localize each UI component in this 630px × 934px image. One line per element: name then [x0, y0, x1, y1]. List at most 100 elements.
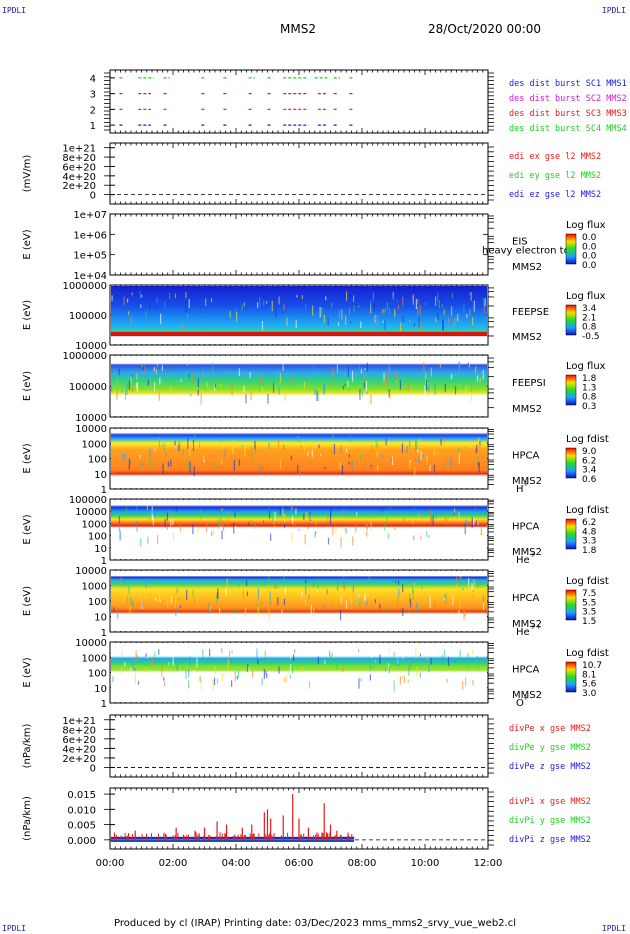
feepsi-streak [128, 380, 130, 390]
hpca_hepp-streak [413, 582, 415, 587]
hpca_h-streak [348, 454, 350, 458]
feepse-streak [370, 300, 372, 309]
hpca_hepp-streak [151, 588, 153, 594]
feepse-streak [437, 292, 439, 302]
hpca_he-streak [370, 520, 372, 531]
feepsi-streak [395, 380, 398, 383]
hpca_hepp-streak [281, 609, 283, 615]
feepsi-instrument: FEEPSI [512, 378, 546, 389]
hpca_hepp-streak [473, 578, 475, 589]
feepse-streak [243, 302, 246, 307]
hpca_he-streak [418, 513, 420, 516]
plot-date: 28/Oct/2020 00:00 [428, 22, 542, 36]
hpca_o-cbar [565, 661, 577, 693]
hpca_hepp-streak [216, 595, 218, 604]
hpca_he-streak [319, 534, 321, 539]
feepsi-streak [185, 369, 187, 376]
feepse-streak [186, 313, 189, 318]
feepsi-streak [361, 386, 364, 397]
feepse-streak [149, 301, 151, 311]
hpca_hepp-streak [409, 592, 411, 603]
divpi-ytick-label: 0.005 [67, 821, 96, 832]
feepse-cbar [565, 304, 577, 336]
time-axis-label: 10:00 [411, 858, 440, 869]
hpca_h-streak [250, 446, 253, 458]
hpca_h-streak [149, 458, 151, 468]
feepse-streak [286, 317, 288, 327]
hpca_h-ytick-label: 100 [88, 455, 107, 466]
hpca_o-streak [331, 652, 333, 658]
hpca_o-cbar-label: 8.1 [582, 670, 596, 680]
feepse-streak [263, 300, 265, 306]
feepse-streak [164, 301, 166, 308]
hpca_h-streak [418, 456, 420, 464]
corner-label-bottom-right: IPDLI [601, 924, 626, 933]
hpca_h-streak [141, 462, 143, 468]
hpca_he-streak [424, 528, 426, 539]
hpca_hepp-streak [452, 610, 454, 613]
hpca_h-streak [187, 460, 190, 470]
hpca_hepp-streak [340, 595, 342, 604]
hpca_h-streak [122, 454, 124, 459]
feepsi-streak [351, 370, 354, 382]
hpca_h-streak [193, 466, 195, 477]
hpca_h-ytick-label: 10 [94, 470, 107, 481]
feepse-streak [412, 296, 414, 300]
feepse-streak [416, 306, 419, 316]
feepsi-streak [383, 378, 385, 387]
hpca_h-streak [277, 439, 280, 450]
hpca_hepp-streak [216, 591, 219, 599]
hpca_h-streak [445, 463, 447, 469]
hpca_o-streak [426, 661, 428, 667]
feepse-streak [256, 302, 259, 309]
hpca_hepp-streak [402, 608, 404, 617]
feepse-streak [417, 298, 419, 305]
feepse-cbar-label: -0.5 [582, 332, 600, 342]
hpca_o-instrument: HPCA [512, 665, 540, 676]
hpca_o-cbar-label: 3.0 [582, 689, 597, 699]
hpca_he-streak [413, 507, 415, 512]
hpca_hepp-streak [186, 589, 188, 601]
hpca_he-streak [221, 508, 223, 511]
hpca_o-streak [286, 675, 288, 683]
hpca_o-streak [189, 656, 191, 666]
hpca_he-streak [386, 510, 388, 522]
hpca_o-streak [163, 677, 165, 681]
feepse-streak [111, 295, 113, 301]
feepsi-streak [257, 367, 259, 370]
hpca_hepp-streak [267, 576, 270, 583]
hpca_hepp-streak [113, 607, 115, 612]
feepse-ytick-label: 1000000 [62, 281, 107, 292]
feepsi-streak [197, 389, 199, 396]
feepsi-streak [383, 372, 385, 383]
hpca_he-streak [200, 509, 202, 519]
feepsi-streak [332, 379, 334, 388]
feepse-streak [409, 319, 411, 323]
hpca_he-streak [284, 513, 286, 524]
hpca_h-streak [450, 457, 452, 468]
feepsi-streak [390, 393, 392, 401]
hpca_hepp-instrument: HPCA [512, 593, 540, 604]
feepse-streak [382, 309, 384, 314]
feepse-streak [440, 294, 442, 300]
feepsi-streak [130, 376, 132, 384]
hpca_hepp-streak [244, 608, 247, 618]
hpca_h-streak [443, 438, 445, 443]
feepsi-streak [143, 364, 145, 374]
burst-legend-entry: des dist burst SC2 MMS2 [509, 94, 627, 104]
hpca_he-streak [471, 517, 473, 528]
feepsi-streak [131, 386, 133, 393]
hpca_he-streak [171, 530, 173, 541]
feepsi-streak [111, 378, 113, 382]
hpca_hepp-streak [350, 597, 352, 605]
hpca_h-streak [406, 445, 408, 454]
feepsi-streak [259, 382, 261, 392]
feepsi-streak [153, 382, 156, 392]
feepse-streak [325, 296, 327, 301]
feepse-streak [384, 320, 386, 330]
feepsi-streak [467, 362, 470, 366]
hpca_hepp-streak [218, 608, 221, 613]
hpca_h-ytick-label: 1000 [82, 439, 107, 450]
feepsi-streak [363, 372, 365, 384]
hpca_he-streak [480, 527, 482, 535]
